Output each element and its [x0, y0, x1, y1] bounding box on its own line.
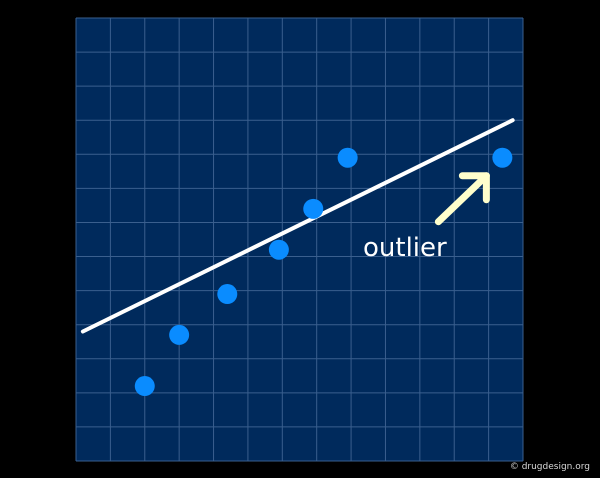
grid-lines	[75, 17, 524, 462]
outlier-label: outlier	[363, 233, 447, 263]
data-point	[134, 376, 155, 397]
fit-line	[80, 118, 515, 334]
data-point	[303, 198, 324, 219]
data-point	[268, 239, 289, 260]
outlier-point	[492, 147, 513, 168]
outlier-arrow-icon	[434, 172, 490, 226]
data-points	[134, 147, 513, 397]
credit-text: © drugdesign.org	[510, 462, 590, 472]
data-point	[337, 147, 358, 168]
data-point	[217, 284, 238, 305]
data-point	[169, 324, 190, 345]
arrow-shaft	[434, 172, 490, 226]
arrow-head	[458, 172, 490, 204]
